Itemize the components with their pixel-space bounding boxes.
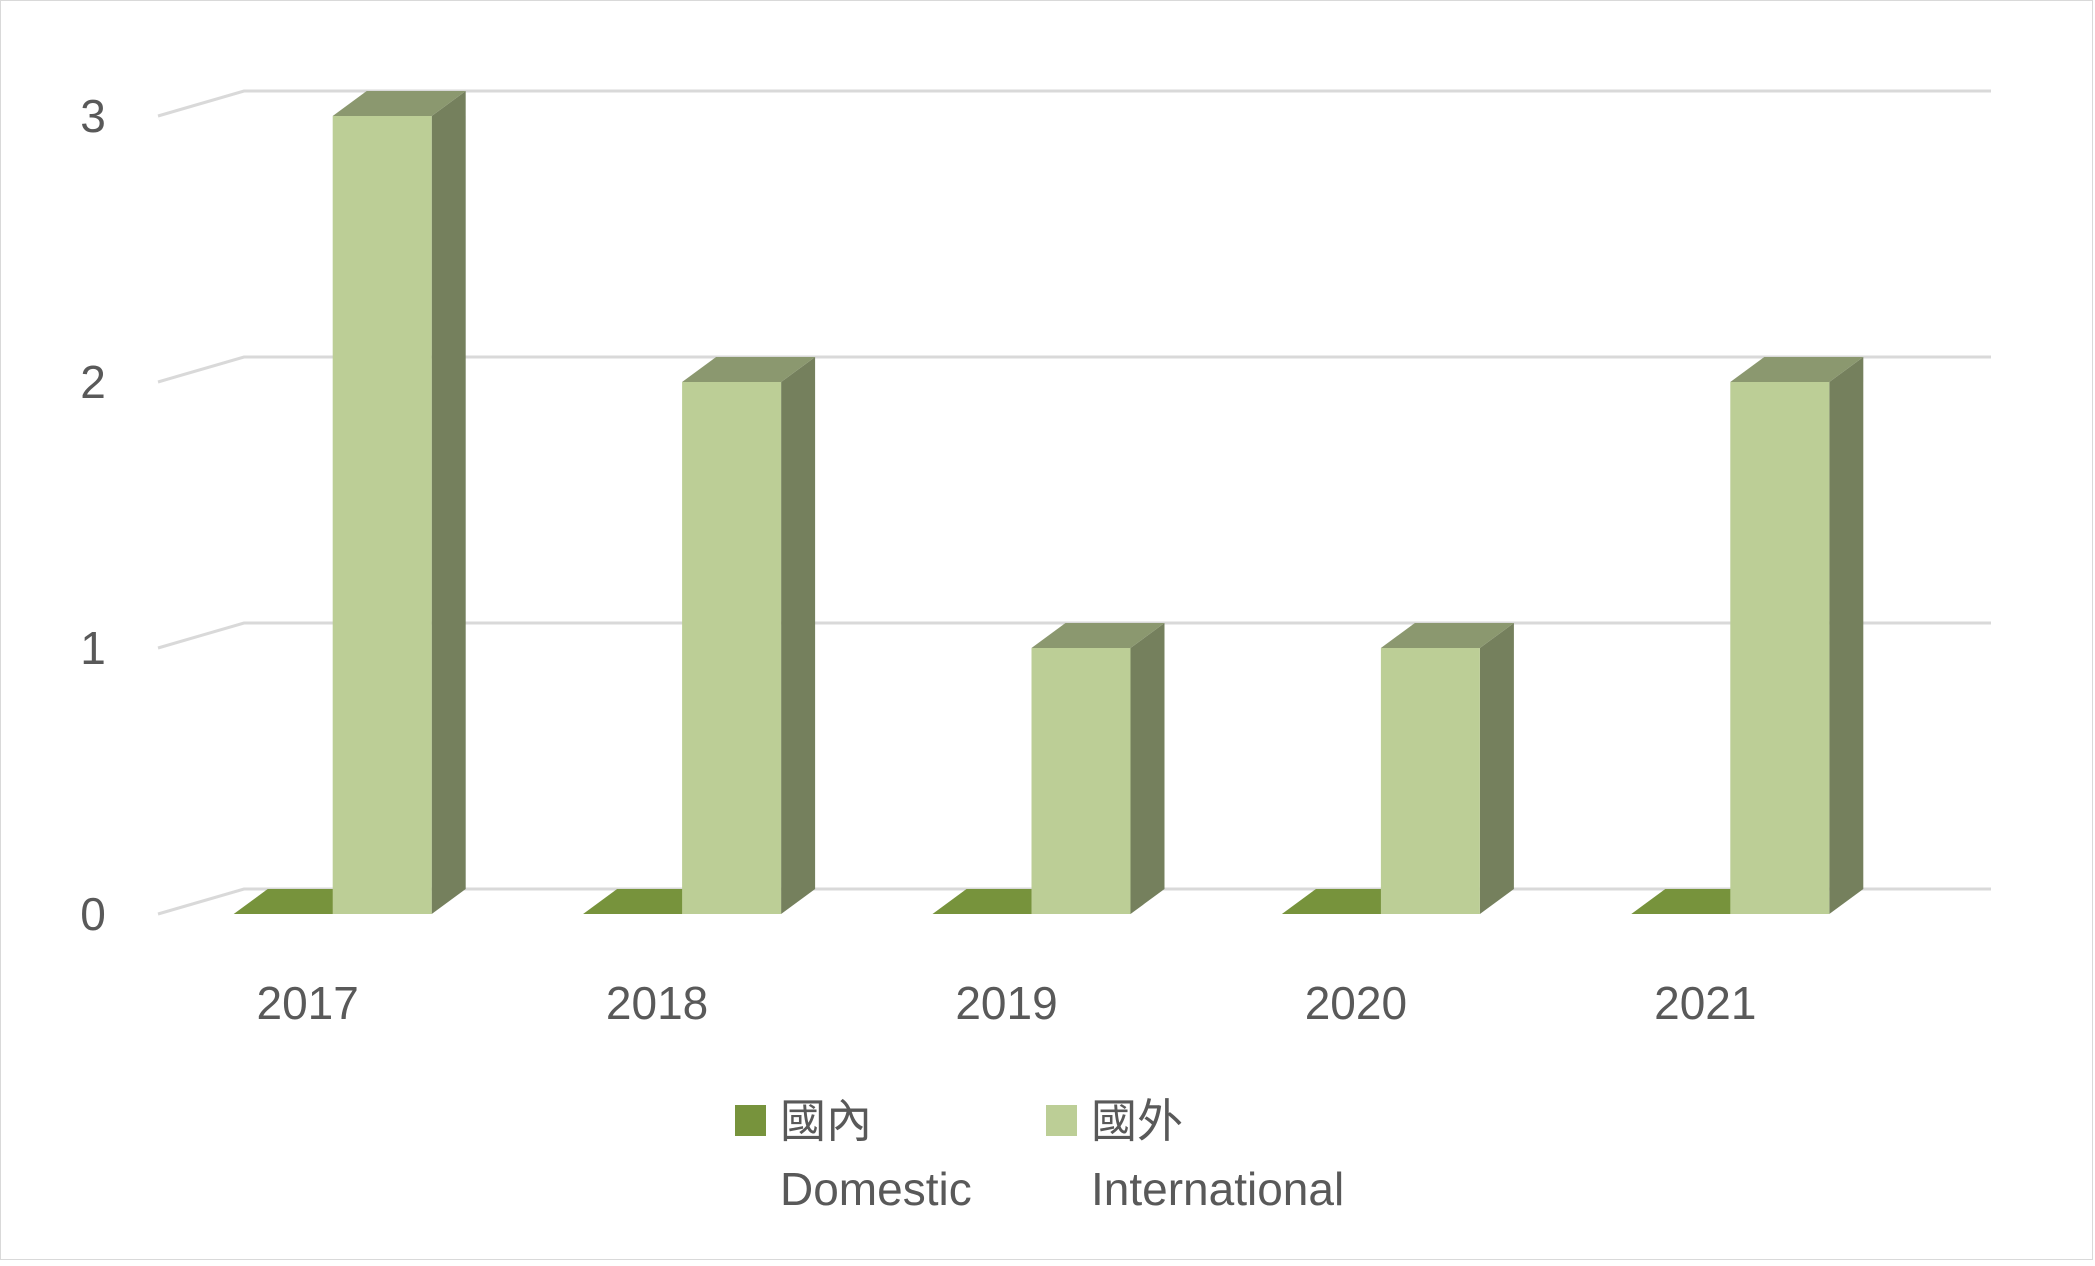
bar-international-side — [1829, 357, 1864, 914]
x-axis-ticks: 2017 2018 2019 2020 2021 — [257, 977, 1757, 1029]
bar-international — [1380, 648, 1480, 914]
legend-label-domestic-cn: 國內 — [780, 1095, 872, 1147]
legend-swatch-domestic — [735, 1105, 766, 1136]
legend-label-international-en: International — [1091, 1163, 1344, 1215]
x-tick-label: 2021 — [1654, 977, 1756, 1029]
bars — [233, 91, 1864, 914]
x-tick-label: 2017 — [257, 977, 359, 1029]
y-tick-label: 3 — [80, 90, 106, 142]
legend: 國內 Domestic 國外 International — [735, 1095, 1344, 1215]
bar-international-top — [1031, 623, 1165, 648]
bar-international — [1730, 382, 1830, 914]
bar-international-side — [1130, 623, 1165, 914]
bar-international-top — [682, 357, 816, 382]
gridline — [157, 355, 1991, 384]
gridline — [157, 621, 1991, 650]
bar-international-top — [1380, 623, 1514, 648]
bar-international — [1031, 648, 1131, 914]
y-tick-label: 2 — [80, 356, 106, 408]
bar-international-side — [431, 91, 466, 914]
legend-label-domestic-en: Domestic — [780, 1163, 972, 1215]
bar-international-side — [1479, 623, 1514, 914]
y-tick-label: 1 — [80, 622, 106, 674]
gridline — [157, 89, 1991, 118]
y-axis-ticks: 0 1 2 3 — [80, 90, 106, 940]
x-tick-label: 2019 — [955, 977, 1057, 1029]
bar-international-top — [332, 91, 466, 116]
legend-swatch-international — [1046, 1105, 1077, 1136]
bar-international — [682, 382, 782, 914]
bar-international-top — [1730, 357, 1864, 382]
x-tick-label: 2020 — [1305, 977, 1407, 1029]
legend-label-international-cn: 國外 — [1091, 1095, 1183, 1147]
bar-international — [332, 116, 432, 914]
y-tick-label: 0 — [80, 888, 106, 940]
x-tick-label: 2018 — [606, 977, 708, 1029]
bar-international-side — [781, 357, 816, 914]
